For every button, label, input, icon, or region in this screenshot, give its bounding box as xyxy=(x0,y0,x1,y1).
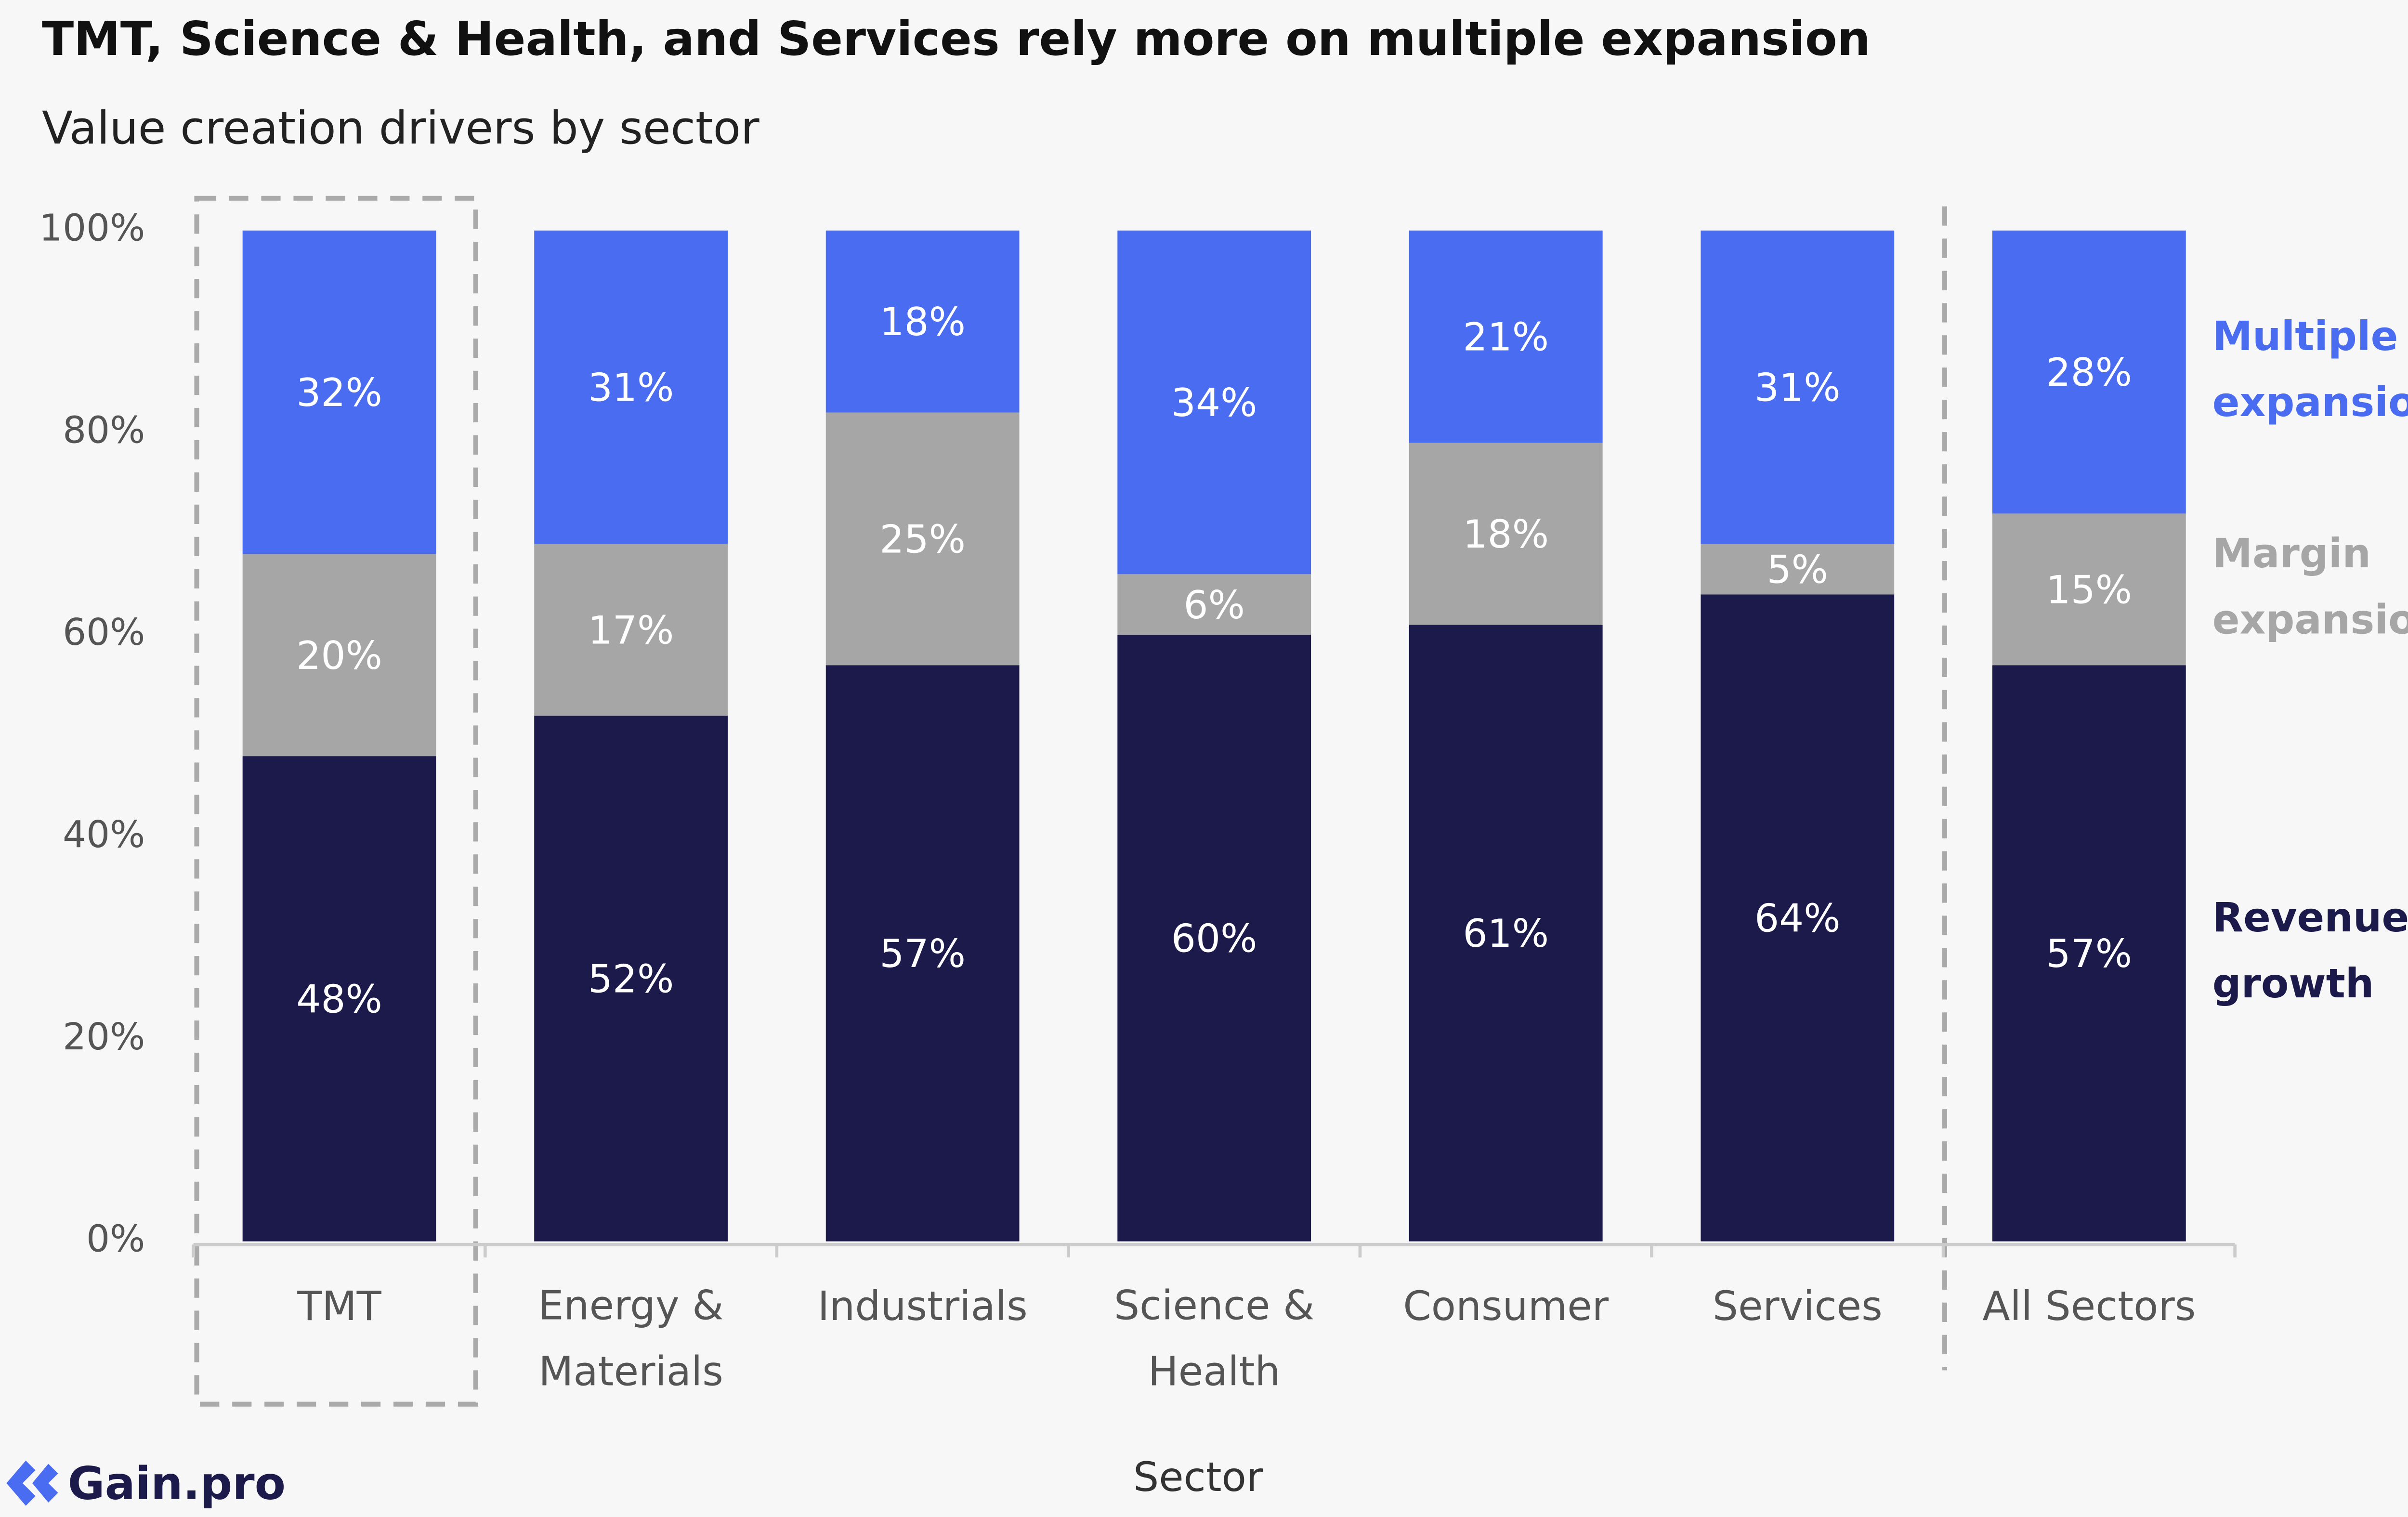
legend-label: Multipleexpansion xyxy=(2212,313,2408,426)
bar-segment xyxy=(1701,230,1895,544)
bar-segment xyxy=(825,412,1020,666)
data-label: 52% xyxy=(588,956,674,1002)
data-label: 48% xyxy=(296,977,382,1022)
bar-segment xyxy=(1117,635,1311,1242)
x-tick-label: Science & Health xyxy=(1114,1282,1314,1395)
data-label: 31% xyxy=(588,365,674,410)
bar-segment xyxy=(1701,594,1895,1242)
bar-segment xyxy=(1117,574,1311,635)
bar-segment xyxy=(1992,230,2186,514)
y-tick-label: 0% xyxy=(86,1218,145,1261)
bar-segment xyxy=(242,756,436,1242)
data-label: 18% xyxy=(1463,511,1549,557)
highlight-box xyxy=(194,196,478,1407)
bar-segment xyxy=(1992,513,2186,666)
x-tick-label: Services xyxy=(1713,1282,1883,1330)
data-label: 18% xyxy=(879,299,966,344)
bar-segment xyxy=(1409,443,1603,625)
bar-segment xyxy=(534,716,728,1242)
bar-segment xyxy=(1701,544,1895,595)
bar-segment xyxy=(1117,230,1311,575)
data-label: 60% xyxy=(1171,916,1257,961)
data-label: 31% xyxy=(1754,365,1841,410)
data-label: 6% xyxy=(1183,582,1244,628)
bar-segment xyxy=(1992,665,2186,1242)
bar-segment xyxy=(825,230,1020,413)
logo-icon xyxy=(6,1460,58,1506)
y-tick-label: 60% xyxy=(63,611,145,654)
data-label: 64% xyxy=(1754,896,1841,941)
bar-segment xyxy=(534,544,728,716)
bar-segment xyxy=(534,230,728,544)
chart-subtitle: Value creation drivers by sector xyxy=(42,102,759,155)
bar-segment xyxy=(242,230,436,554)
data-label: 57% xyxy=(879,931,966,976)
data-label: 21% xyxy=(1463,314,1549,360)
y-tick-label: 100% xyxy=(39,207,145,250)
y-tick-label: 20% xyxy=(63,1016,145,1059)
data-label: 25% xyxy=(879,517,966,562)
data-label: 17% xyxy=(588,607,674,653)
bar-segment xyxy=(1409,625,1603,1242)
data-label: 34% xyxy=(1171,380,1257,425)
y-tick-label: 80% xyxy=(63,409,145,452)
bar-segment xyxy=(242,554,436,757)
x-axis-title: Sector xyxy=(1133,1453,1263,1501)
bar-segment xyxy=(825,665,1020,1242)
x-tick-label: Industrials xyxy=(818,1282,1028,1330)
logo-text: Gain.pro xyxy=(68,1457,286,1510)
data-label: 15% xyxy=(2046,567,2133,612)
logo: Gain.pro xyxy=(6,1457,286,1510)
chart-title: TMT, Science & Health, and Services rely… xyxy=(42,12,1871,66)
data-label: 20% xyxy=(296,633,382,678)
data-label: 57% xyxy=(2046,931,2133,976)
data-label: 5% xyxy=(1767,547,1828,592)
y-tick-label: 40% xyxy=(63,813,145,856)
legend-label: Revenue growth xyxy=(2212,894,2408,1007)
bar-segment xyxy=(1409,230,1603,443)
legend-label: Marginexpansion xyxy=(2212,530,2408,643)
x-tick-label: Consumer xyxy=(1403,1282,1609,1330)
data-label: 32% xyxy=(296,370,382,415)
x-tick-label: Energy & Materials xyxy=(538,1282,724,1395)
data-label: 61% xyxy=(1463,911,1549,956)
x-tick-label: All Sectors xyxy=(1982,1282,2196,1330)
x-tick-label: TMT xyxy=(297,1282,381,1330)
data-label: 28% xyxy=(2046,350,2133,395)
